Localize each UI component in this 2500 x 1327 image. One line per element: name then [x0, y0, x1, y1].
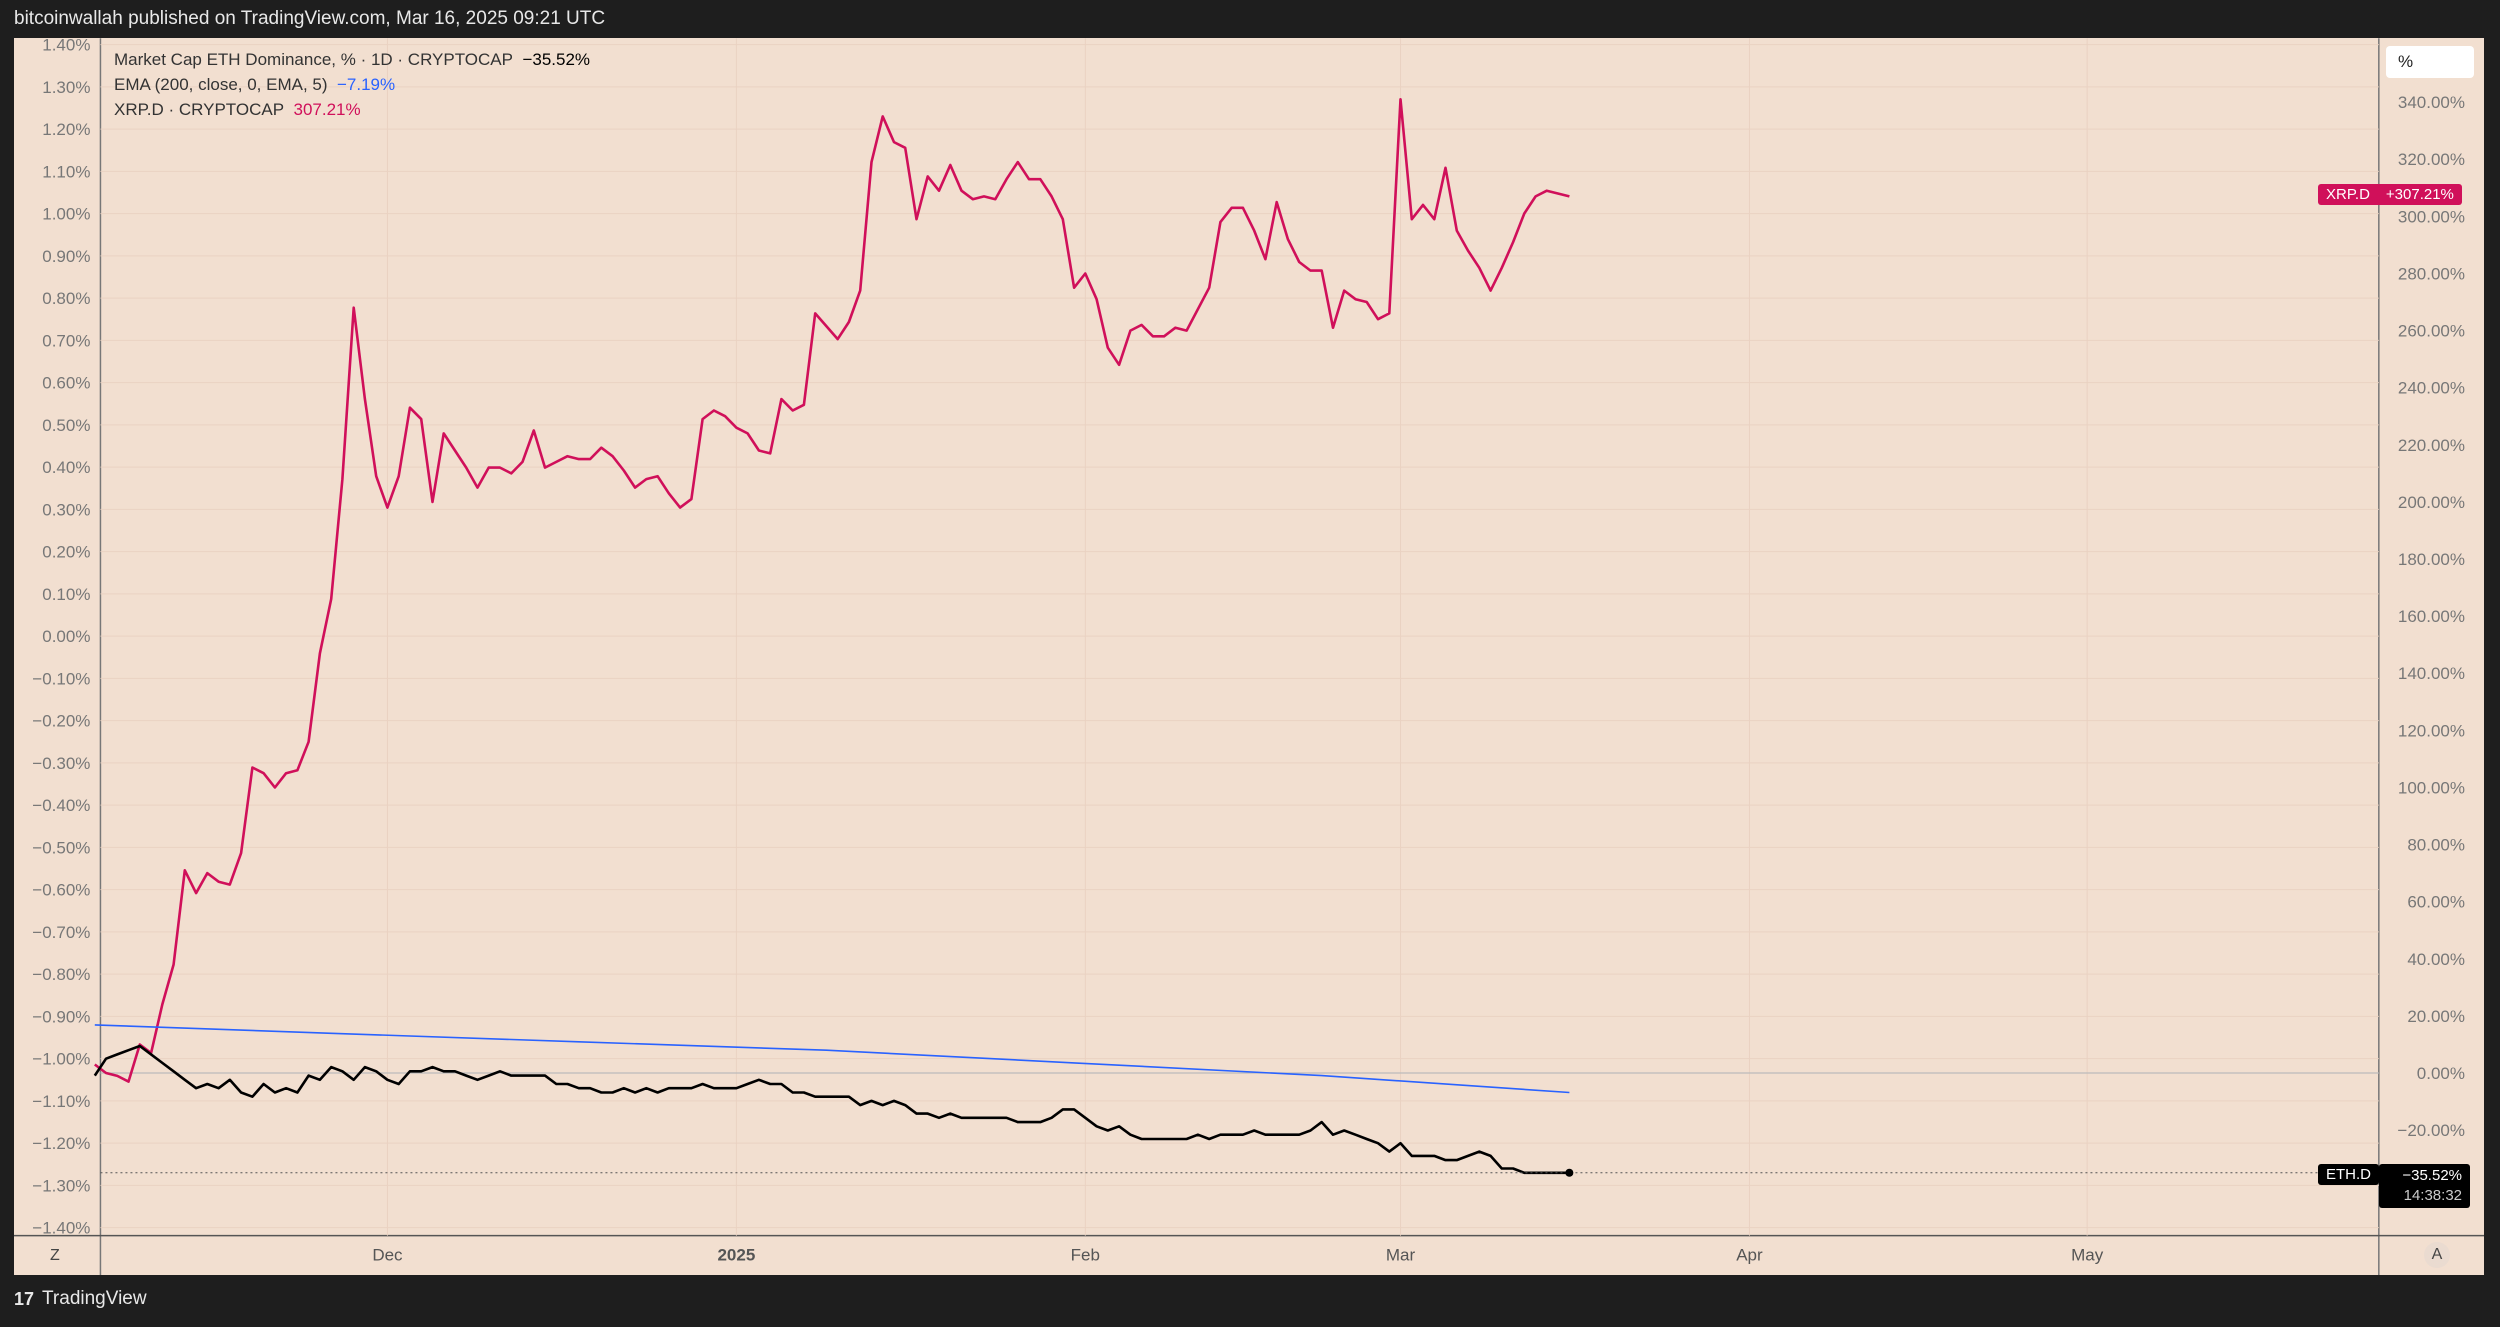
xrp-badge-value: +307.21% — [2377, 184, 2462, 205]
left-axis-tick-label: 0.00% — [42, 627, 90, 646]
left-axis-tick-label: −1.30% — [32, 1176, 90, 1195]
eth-badge-value: −35.52% — [2402, 1167, 2462, 1184]
left-axis-tick-label: −0.80% — [32, 965, 90, 984]
left-axis-tick-label: 0.80% — [42, 289, 90, 308]
right-axis-tick-label: 220.00% — [2398, 436, 2465, 455]
footer: 17 TradingView — [14, 1288, 147, 1310]
right-axis-tick-label: 160.00% — [2398, 607, 2465, 626]
left-axis-tick-label: 0.10% — [42, 585, 90, 604]
left-axis-tick-label: 1.00% — [42, 205, 90, 224]
right-axis-tick-label: 260.00% — [2398, 322, 2465, 341]
left-axis-tick-label: −0.10% — [32, 669, 90, 688]
series-line-xrp-d — [94, 98, 1570, 1083]
eth-countdown: 14:38:32 — [2403, 1187, 2462, 1204]
eth-badge-name: ETH.D — [2318, 1164, 2379, 1185]
legend-eth[interactable]: Market Cap ETH Dominance, % · 1D · CRYPT… — [114, 50, 590, 70]
legend-ema[interactable]: EMA (200, close, 0, EMA, 5) −7.19% — [114, 75, 395, 95]
right-axis-tick-label: −20.00% — [2397, 1121, 2465, 1140]
right-axis-tick-label: 280.00% — [2398, 264, 2465, 283]
eth-badge-box: −35.52% 14:38:32 — [2379, 1164, 2470, 1208]
z-button[interactable]: Z — [50, 1247, 60, 1264]
tradingview-logo-icon: 17 — [14, 1288, 35, 1309]
footer-brand: TradingView — [42, 1288, 147, 1309]
left-axis-tick-label: −0.30% — [32, 754, 90, 773]
left-axis-tick-label: −0.90% — [32, 1007, 90, 1026]
right-axis-tick-label: 80.00% — [2407, 836, 2465, 855]
time-axis-tick-label: Apr — [1736, 1246, 1763, 1265]
left-axis-tick-label: −0.20% — [32, 712, 90, 731]
left-axis-tick-label: 0.70% — [42, 331, 90, 350]
right-axis-tick-label: 300.00% — [2398, 207, 2465, 226]
legend-eth-value: −35.52% — [522, 50, 591, 69]
right-axis-tick-label: 20.00% — [2407, 1007, 2465, 1026]
right-axis-tick-label: 340.00% — [2398, 93, 2465, 112]
left-axis-tick-label: 0.30% — [42, 500, 90, 519]
right-axis-tick-label: 40.00% — [2407, 950, 2465, 969]
legend-xrp[interactable]: XRP.D · CRYPTOCAP 307.21% — [114, 100, 361, 120]
left-axis-tick-label: −1.20% — [32, 1134, 90, 1153]
auto-scale-button[interactable]: A — [2424, 1242, 2450, 1268]
right-axis-tick-label: 120.00% — [2398, 721, 2465, 740]
publish-info: bitcoinwallah published on TradingView.c… — [14, 8, 606, 29]
eth-price-badge: ETH.D −35.52% 14:38:32 — [2318, 1164, 2470, 1208]
time-axis-tick-label: Dec — [372, 1246, 403, 1265]
left-axis-tick-label: −0.70% — [32, 923, 90, 942]
left-axis-tick-label: 1.20% — [42, 120, 90, 139]
xrp-price-badge: XRP.D +307.21% — [2318, 184, 2462, 205]
series-line-ema — [94, 1024, 1570, 1094]
right-axis-tick-label: 240.00% — [2398, 379, 2465, 398]
right-axis-tick-label: 60.00% — [2407, 893, 2465, 912]
left-axis-tick-label: −0.40% — [32, 796, 90, 815]
time-axis-tick-label: Feb — [1071, 1246, 1100, 1265]
legend-eth-label: Market Cap ETH Dominance, % · 1D · CRYPT… — [114, 50, 513, 69]
left-axis-tick-label: −0.50% — [32, 838, 90, 857]
left-axis-tick-label: 0.60% — [42, 374, 90, 393]
left-axis-tick-label: 0.40% — [42, 458, 90, 477]
scale-mode-button[interactable]: % — [2386, 46, 2474, 78]
left-axis-tick-label: 1.40% — [42, 36, 90, 55]
time-axis-tick-label: 2025 — [717, 1246, 755, 1265]
right-axis-tick-label: 100.00% — [2398, 778, 2465, 797]
legend-ema-value: −7.19% — [336, 75, 396, 94]
left-axis-tick-label: 0.50% — [42, 416, 90, 435]
left-axis-tick-label: 0.20% — [42, 543, 90, 562]
legend-xrp-label: XRP.D · CRYPTOCAP — [114, 100, 285, 119]
left-axis-tick-label: −1.10% — [32, 1092, 90, 1111]
time-axis-tick-label: Mar — [1386, 1246, 1416, 1265]
left-axis-tick-label: −1.40% — [32, 1219, 90, 1238]
right-axis-tick-label: 180.00% — [2398, 550, 2465, 569]
left-axis-tick-label: −1.00% — [32, 1050, 90, 1069]
left-axis-tick-label: −0.60% — [32, 881, 90, 900]
legend-ema-label: EMA (200, close, 0, EMA, 5) — [114, 75, 328, 94]
right-axis-tick-label: 320.00% — [2398, 150, 2465, 169]
right-axis-tick-label: 200.00% — [2398, 493, 2465, 512]
eth-last-point — [1565, 1168, 1574, 1177]
left-axis-tick-label: 0.90% — [42, 247, 90, 266]
series-line-eth-d — [93, 1044, 1570, 1175]
left-axis-tick-label: 1.30% — [42, 78, 90, 97]
time-axis-tick-label: May — [2071, 1246, 2104, 1265]
left-axis-tick-label: 1.10% — [42, 162, 90, 181]
right-axis-tick-label: 140.00% — [2398, 664, 2465, 683]
right-axis-tick-label: 0.00% — [2417, 1064, 2465, 1083]
xrp-badge-name: XRP.D — [2318, 184, 2378, 205]
legend-xrp-value: 307.21% — [293, 100, 361, 119]
